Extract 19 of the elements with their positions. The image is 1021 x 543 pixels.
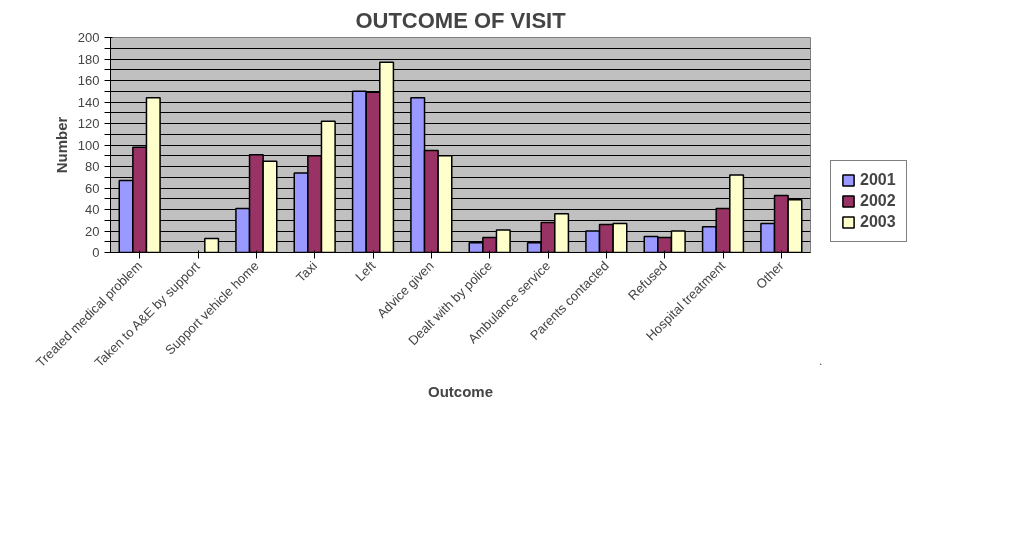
x-tick-label: Taxi <box>293 258 321 286</box>
legend-label: 2001 <box>860 170 896 189</box>
y-axis-title: Number <box>52 116 70 174</box>
y-tick-label: 120 <box>77 116 100 131</box>
y-tick-label: 80 <box>85 159 100 174</box>
y-tick-label: 20 <box>85 223 100 239</box>
y-tick-label: 0 <box>92 245 100 260</box>
legend-label: 2002 <box>860 191 896 210</box>
y-tick-label: 200 <box>77 30 100 45</box>
y-tick-label: 100 <box>77 137 100 153</box>
x-axis-title: Outcome <box>428 383 494 401</box>
legend-label: 2003 <box>860 212 896 231</box>
y-tick-label: 180 <box>77 51 100 67</box>
y-tick-label: 60 <box>85 180 100 196</box>
y-tick-label: 140 <box>77 94 100 110</box>
x-tick-label: Left <box>352 257 379 285</box>
chart-title: OUTCOME OF VISIT <box>355 7 567 33</box>
y-tick-label: 40 <box>85 202 100 217</box>
y-tick-label: 160 <box>77 73 100 88</box>
